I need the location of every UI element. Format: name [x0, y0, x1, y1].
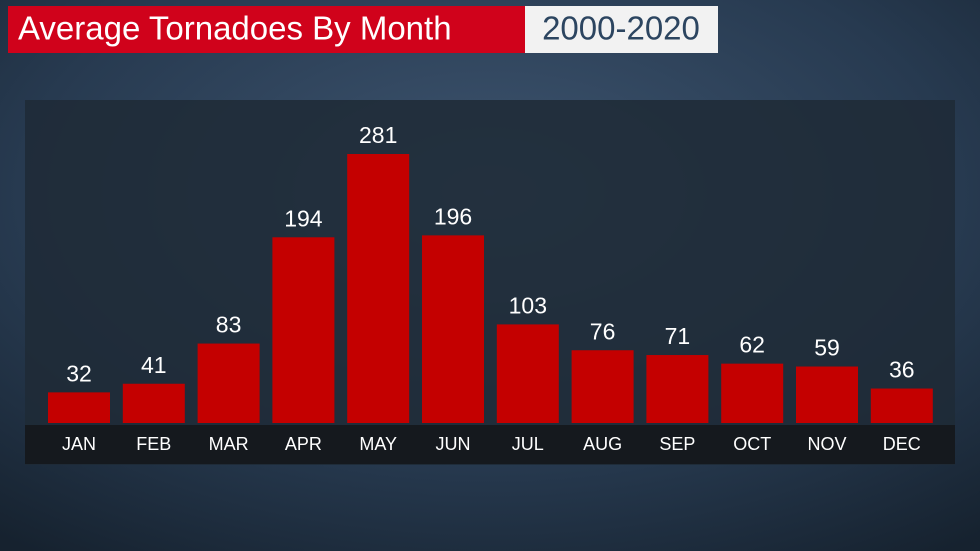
- bar: [48, 392, 110, 423]
- x-tick-label: NOV: [807, 434, 846, 454]
- x-tick-label: AUG: [583, 434, 622, 454]
- category-strip: [25, 425, 955, 464]
- x-tick-label: DEC: [883, 434, 921, 454]
- x-tick-label: JUN: [436, 434, 471, 454]
- value-label: 59: [814, 335, 840, 361]
- bar: [122, 383, 185, 423]
- x-tick-label: FEB: [136, 434, 171, 454]
- x-tick-label: APR: [285, 434, 322, 454]
- bar: [721, 363, 784, 423]
- value-label: 196: [434, 203, 472, 229]
- value-label: 36: [889, 357, 915, 383]
- value-label: 194: [284, 205, 323, 231]
- x-tick-label: JUL: [512, 434, 544, 454]
- bar: [422, 235, 484, 423]
- subtitle-box: [525, 6, 718, 53]
- bar: [870, 388, 933, 423]
- value-label: 83: [216, 312, 242, 338]
- bar: [347, 154, 410, 423]
- x-tick-label: OCT: [733, 434, 771, 454]
- bar: [197, 343, 260, 423]
- x-tick-label: SEP: [659, 434, 695, 454]
- x-tick-label: JAN: [62, 434, 96, 454]
- bar: [272, 237, 335, 423]
- value-label: 281: [359, 122, 397, 148]
- bar: [796, 366, 858, 423]
- bar: [496, 324, 559, 423]
- value-label: 103: [509, 292, 547, 318]
- chart-title: Average Tornadoes By Month: [18, 10, 452, 47]
- title-box: [8, 6, 525, 53]
- bar: [571, 350, 634, 423]
- x-tick-label: MAY: [359, 434, 397, 454]
- chart-subtitle: 2000-2020: [542, 10, 700, 47]
- value-label: 32: [66, 360, 92, 386]
- value-label: 41: [141, 352, 167, 378]
- value-label: 76: [590, 318, 616, 344]
- value-label: 62: [739, 332, 765, 358]
- bar: [646, 355, 709, 423]
- value-label: 71: [665, 323, 691, 349]
- x-tick-label: MAR: [209, 434, 249, 454]
